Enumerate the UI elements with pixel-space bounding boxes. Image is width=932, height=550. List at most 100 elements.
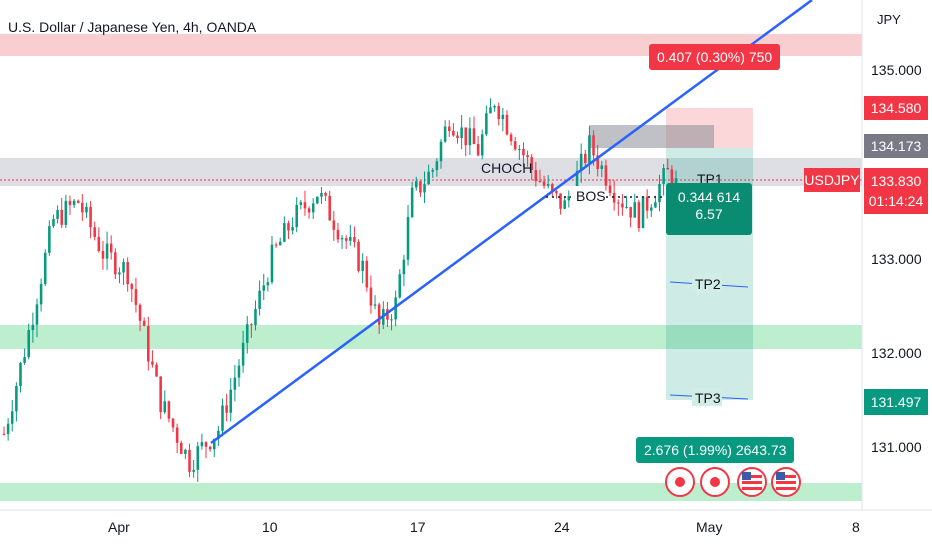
candle-up	[649, 207, 653, 211]
candle-down	[328, 195, 331, 221]
candle-down	[208, 446, 212, 450]
candle-down	[497, 106, 501, 120]
candle-down	[155, 364, 158, 377]
candle-up	[217, 430, 220, 439]
candle-up	[266, 282, 270, 286]
stop-measure-value: 0.344	[677, 189, 713, 205]
candle-down	[68, 200, 72, 206]
candle-up	[15, 385, 18, 412]
candle-down	[225, 405, 228, 413]
candle-up	[295, 204, 298, 228]
event-icons[interactable]	[665, 467, 801, 497]
candle-down	[559, 193, 562, 209]
candle-up	[633, 202, 637, 218]
candle-up	[31, 324, 35, 331]
candle-down	[584, 153, 587, 163]
y-tick: 132.000	[871, 345, 922, 361]
price-label-gray: 134.173	[864, 134, 928, 158]
candle-up	[435, 161, 439, 171]
candle-up	[588, 135, 591, 163]
candle-up	[373, 304, 377, 306]
candle-up	[340, 238, 344, 240]
candle-up	[10, 411, 14, 424]
candle-up	[299, 202, 303, 205]
candle-down	[147, 325, 150, 362]
current-price-label: 133.830 01:14:24	[864, 168, 928, 214]
candle-down	[101, 251, 105, 259]
candle-up	[485, 113, 488, 135]
candle-up	[575, 170, 579, 199]
candle-down	[93, 227, 96, 237]
candle-down	[419, 181, 422, 193]
candle-up	[200, 442, 204, 447]
candle-up	[48, 226, 51, 253]
candle-down	[130, 284, 134, 290]
candle-up	[233, 377, 237, 390]
candle-down	[456, 135, 459, 138]
candle-down	[114, 252, 117, 275]
candle-down	[250, 324, 253, 326]
top-measure-badge: 0.407 (0.30%) 750	[649, 44, 781, 70]
candle-up	[258, 290, 261, 309]
candle-up	[72, 200, 76, 206]
candle-up	[662, 168, 665, 185]
candle-down	[464, 127, 468, 146]
candle-up	[320, 192, 323, 197]
candle-down	[179, 442, 183, 454]
candle-up	[283, 223, 286, 242]
candle-down	[332, 220, 336, 230]
bos-label: BOS	[576, 188, 606, 204]
candle-up	[270, 244, 274, 283]
candle-up	[278, 241, 282, 246]
candle-up	[361, 260, 364, 271]
stop-measure-ratio: 6.57	[695, 206, 723, 222]
candle-down	[126, 261, 129, 285]
candle-down	[171, 418, 175, 428]
candle-down	[666, 168, 670, 170]
trendline[interactable]	[210, 0, 813, 445]
candle-down	[357, 242, 360, 271]
candle-up	[196, 446, 200, 470]
us-flag-icon[interactable]	[771, 467, 801, 497]
candle-up	[43, 252, 47, 284]
target-price-label: 131.497	[864, 389, 928, 415]
candle-up	[398, 274, 402, 298]
candle-down	[2, 433, 6, 435]
candle-up	[489, 107, 492, 114]
price-label-upper: 134.580	[864, 96, 928, 120]
stop-measure-ticks: 614	[716, 189, 741, 205]
jp-flag-icon[interactable]	[665, 467, 695, 497]
candle-up	[35, 304, 39, 325]
candle-up	[518, 149, 521, 151]
us-flag-icon[interactable]	[737, 467, 767, 497]
supply-zone	[0, 34, 862, 56]
candle-up	[105, 243, 109, 259]
candle-down	[476, 144, 480, 156]
candle-down	[555, 191, 558, 194]
candle-up	[579, 153, 583, 171]
candle-down	[204, 442, 208, 447]
candle-up	[27, 330, 31, 358]
candle-up	[163, 401, 167, 413]
candle-down	[447, 126, 451, 131]
y-tick: 135.000	[871, 62, 922, 78]
candle-down	[287, 223, 290, 231]
candle-up	[6, 423, 10, 435]
candle-up	[402, 259, 406, 275]
candle-down	[592, 135, 595, 156]
jp-flag-icon[interactable]	[700, 467, 730, 497]
x-tick: 24	[554, 519, 570, 535]
candle-up	[501, 114, 505, 120]
x-tick: May	[696, 519, 722, 535]
candle-down	[604, 165, 608, 186]
candle-up	[443, 126, 447, 142]
x-tick: 8	[852, 519, 860, 535]
candle-down	[336, 229, 340, 240]
choch-label: CHOCH	[481, 160, 532, 176]
candle-down	[307, 208, 311, 213]
candle-up	[427, 171, 430, 185]
tp3-label-bg	[692, 388, 722, 406]
candle-up	[546, 184, 550, 186]
candle-up	[241, 342, 245, 366]
